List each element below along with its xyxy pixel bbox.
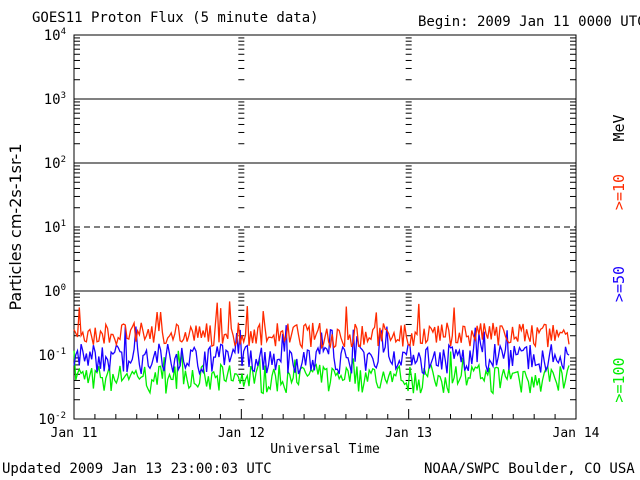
y-tick-label: 102 — [44, 155, 66, 172]
series-line-ge50 — [73, 325, 570, 376]
legend-unit: MeV — [610, 114, 628, 141]
credit-text: NOAA/SWPC Boulder, CO USA — [424, 461, 635, 477]
legend-ge100: >=100 — [610, 357, 628, 402]
series-line-ge10 — [73, 301, 570, 350]
begin-time: Begin: 2009 Jan 11 0000 UTC — [418, 14, 640, 30]
series-line-ge100 — [73, 350, 570, 395]
x-tick-label: Jan 11 — [51, 426, 98, 441]
legend-ge10: >=10 — [610, 174, 628, 210]
y-tick-label: 10-2 — [38, 411, 66, 428]
legend-ge50: >=50 — [610, 266, 628, 302]
x-tick-label: Jan 13 — [385, 426, 432, 441]
y-tick-label: 103 — [44, 91, 66, 108]
x-axis-title: Universal Time — [270, 442, 380, 457]
chart-title: GOES11 Proton Flux (5 minute data) — [32, 10, 319, 26]
y-axis-title: Particles cm-2s-1sr-1 — [6, 143, 25, 310]
x-tick-label: Jan 14 — [553, 426, 600, 441]
y-tick-label: 10-1 — [38, 347, 66, 364]
x-tick-label: Jan 12 — [218, 426, 265, 441]
y-tick-label: 100 — [44, 283, 66, 300]
updated-timestamp: Updated 2009 Jan 13 23:00:03 UTC — [2, 461, 272, 477]
y-tick-label: 104 — [44, 27, 66, 44]
y-tick-label: 101 — [44, 219, 66, 236]
